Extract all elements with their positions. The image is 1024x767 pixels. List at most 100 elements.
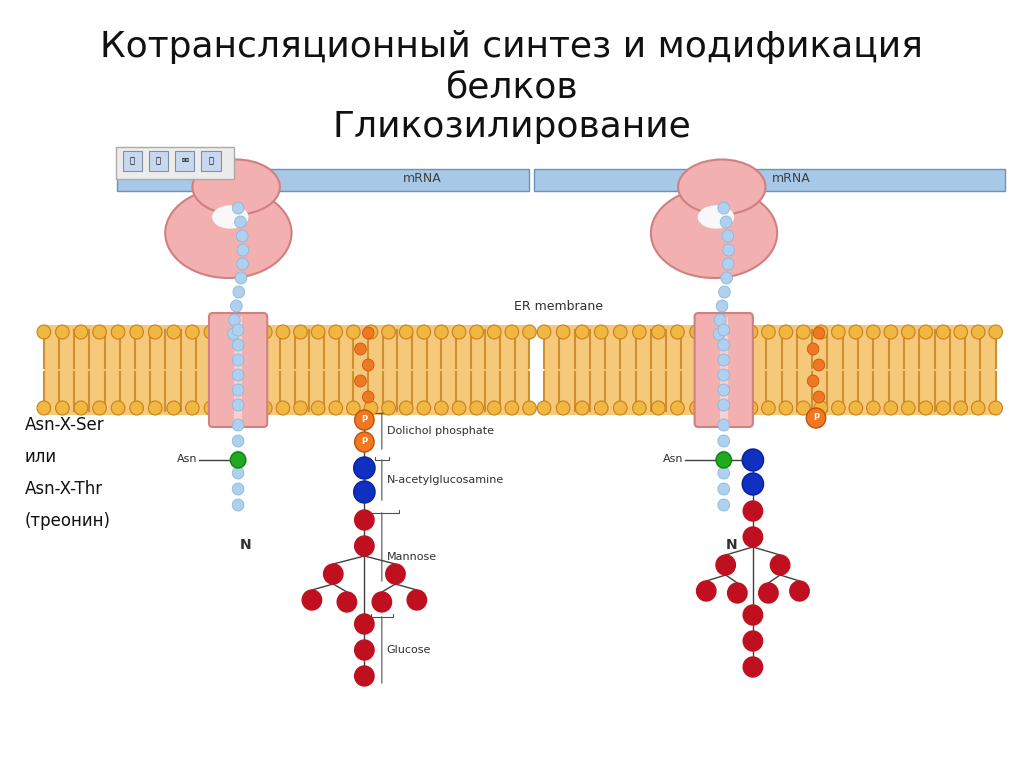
Text: Asn: Asn [663, 454, 683, 464]
Circle shape [382, 401, 395, 415]
Circle shape [722, 230, 733, 242]
Circle shape [718, 399, 729, 411]
Circle shape [354, 410, 374, 430]
Circle shape [718, 467, 729, 479]
Circle shape [311, 401, 325, 415]
Circle shape [346, 325, 360, 339]
Circle shape [354, 375, 367, 387]
Circle shape [690, 401, 703, 415]
Circle shape [575, 401, 589, 415]
Circle shape [849, 401, 862, 415]
Text: mRNA: mRNA [403, 173, 442, 186]
Circle shape [522, 325, 537, 339]
Circle shape [294, 325, 307, 339]
Circle shape [719, 286, 730, 298]
Circle shape [148, 325, 162, 339]
Circle shape [849, 325, 862, 339]
Circle shape [718, 384, 729, 396]
Ellipse shape [698, 206, 733, 228]
Text: белков: белков [445, 70, 579, 104]
Circle shape [74, 401, 88, 415]
Circle shape [716, 452, 731, 468]
Circle shape [353, 457, 375, 479]
Circle shape [813, 391, 824, 403]
Circle shape [276, 401, 290, 415]
Circle shape [167, 401, 180, 415]
Circle shape [237, 258, 249, 270]
Circle shape [232, 286, 245, 298]
Circle shape [112, 401, 125, 415]
Ellipse shape [678, 160, 766, 215]
Circle shape [813, 359, 824, 371]
Circle shape [372, 592, 391, 612]
Circle shape [329, 325, 343, 339]
Text: N-acetylglucosamine: N-acetylglucosamine [387, 475, 504, 485]
Circle shape [866, 325, 880, 339]
Circle shape [386, 564, 406, 584]
Circle shape [718, 324, 729, 336]
Circle shape [74, 325, 88, 339]
Circle shape [633, 401, 646, 415]
Text: P: P [361, 416, 368, 424]
Circle shape [718, 499, 729, 511]
Circle shape [884, 325, 898, 339]
Circle shape [399, 401, 413, 415]
Bar [720, 317, 728, 423]
Text: N: N [726, 538, 737, 552]
Circle shape [972, 325, 985, 339]
Circle shape [112, 325, 125, 339]
Circle shape [362, 327, 374, 339]
Circle shape [302, 590, 322, 610]
Circle shape [919, 325, 933, 339]
Circle shape [762, 401, 775, 415]
FancyBboxPatch shape [209, 313, 267, 427]
Text: Dolichol phosphate: Dolichol phosphate [387, 426, 494, 436]
Circle shape [814, 325, 827, 339]
Circle shape [866, 401, 880, 415]
Circle shape [453, 325, 466, 339]
Circle shape [93, 401, 106, 415]
Circle shape [232, 369, 244, 381]
Circle shape [148, 401, 162, 415]
Circle shape [232, 451, 244, 463]
Bar [544, 325, 696, 415]
Text: 🗂: 🗂 [209, 156, 213, 166]
Circle shape [130, 325, 143, 339]
Circle shape [743, 527, 763, 547]
Ellipse shape [165, 188, 292, 278]
Bar [265, 325, 529, 415]
Text: 💾: 💾 [130, 156, 135, 166]
Circle shape [807, 343, 819, 355]
Circle shape [434, 401, 449, 415]
Circle shape [797, 401, 810, 415]
FancyBboxPatch shape [116, 147, 234, 179]
Circle shape [722, 258, 734, 270]
Circle shape [743, 631, 763, 651]
Text: Mannose: Mannose [387, 552, 437, 562]
Circle shape [538, 325, 551, 339]
Circle shape [743, 657, 763, 677]
Bar [751, 325, 995, 415]
Circle shape [690, 325, 703, 339]
Circle shape [718, 339, 729, 351]
Circle shape [487, 325, 501, 339]
Circle shape [470, 401, 483, 415]
Circle shape [230, 300, 243, 312]
Circle shape [167, 325, 180, 339]
Text: ER membrane: ER membrane [514, 300, 603, 313]
Circle shape [807, 375, 819, 387]
Circle shape [346, 401, 360, 415]
Circle shape [779, 325, 793, 339]
Circle shape [718, 369, 729, 381]
Circle shape [362, 359, 374, 371]
Text: Glucose: Glucose [387, 645, 431, 655]
Bar [234, 317, 242, 423]
Circle shape [718, 202, 729, 214]
Circle shape [417, 325, 431, 339]
Circle shape [55, 325, 70, 339]
Circle shape [797, 325, 810, 339]
Text: N: N [240, 538, 252, 552]
Circle shape [937, 401, 950, 415]
Circle shape [901, 325, 915, 339]
Circle shape [258, 325, 272, 339]
